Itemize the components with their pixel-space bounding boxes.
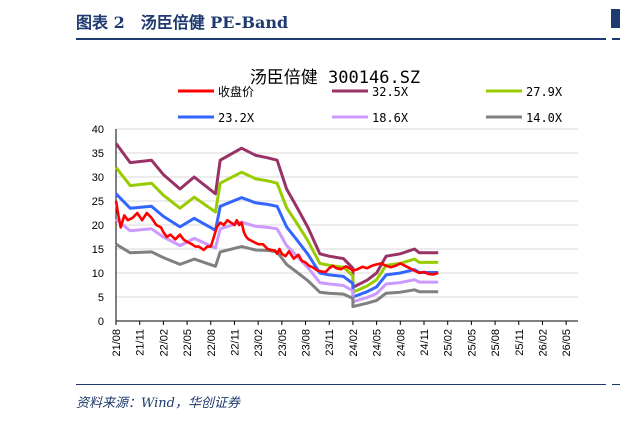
x-tick-label: 22/11 (229, 329, 241, 356)
x-tick-label: 25/11 (514, 329, 526, 356)
x-tick-label: 22/08 (206, 329, 218, 357)
series-line-close-price (114, 200, 439, 276)
y-tick-label: 40 (92, 124, 104, 136)
y-tick-label: 5 (98, 292, 104, 304)
top-rule (76, 38, 606, 40)
legend-label: 14.0X (526, 111, 563, 125)
legend-label: 收盘价 (218, 84, 254, 99)
series-group (114, 142, 439, 309)
series-line-23-2x (114, 192, 439, 299)
series-line-14-0x (115, 242, 439, 309)
series-line-27-9x (114, 166, 439, 294)
x-tick-label: 21/11 (135, 329, 147, 356)
y-tick-label: 15 (92, 244, 104, 256)
bottom-rule (76, 384, 606, 385)
x-tick-label: 22/05 (182, 329, 194, 357)
legend: 收盘价 32.5X 27.9X 23.2X 18.6X 14.0X (178, 84, 563, 125)
x-tick-label: 24/08 (395, 329, 407, 357)
x-tick-label: 26/02 (537, 329, 549, 357)
legend-label: 32.5X (372, 85, 409, 99)
y-tick-label: 0 (98, 316, 104, 328)
bottom-rule-right (612, 384, 620, 385)
axes: 0 5 10 15 20 25 30 35 40 21/08 21/11 22/02 22/05 22/0… (92, 124, 578, 357)
x-tick-label: 22/02 (158, 329, 170, 357)
legend-label: 18.6X (372, 111, 409, 125)
chart-title: 汤臣倍健 300146.SZ (250, 68, 420, 88)
x-tick-label: 24/11 (419, 329, 431, 356)
x-tick-label: 25/08 (490, 329, 502, 357)
y-tick-label: 20 (92, 220, 104, 232)
x-tick-label: 25/05 (466, 329, 478, 357)
x-tick-label: 23/05 (277, 329, 289, 357)
x-tick-label: 26/05 (561, 329, 573, 357)
x-tick-label: 25/02 (443, 329, 455, 357)
next-page-marker (611, 9, 620, 28)
legend-label: 23.2X (218, 111, 255, 125)
x-tick-label: 23/11 (324, 329, 336, 356)
y-tick-label: 10 (92, 268, 104, 280)
y-tick-label: 25 (92, 196, 104, 208)
x-tick-label: 23/08 (301, 329, 313, 357)
figure-title: 图表 2 汤臣倍健 PE-Band (76, 13, 289, 32)
x-tick-label: 24/05 (372, 329, 384, 357)
y-tick-label: 30 (92, 172, 104, 184)
legend-label: 27.9X (526, 85, 563, 99)
source-note: 资料来源：Wind，华创证券 (76, 396, 240, 411)
grid (116, 128, 578, 298)
x-tick-label: 23/02 (253, 329, 265, 357)
x-tick-label: 24/02 (348, 329, 360, 357)
y-tick-label: 35 (92, 148, 104, 160)
x-tick-label: 21/08 (111, 329, 123, 357)
top-rule-right (612, 38, 620, 40)
series-line-32-5x (114, 142, 439, 289)
